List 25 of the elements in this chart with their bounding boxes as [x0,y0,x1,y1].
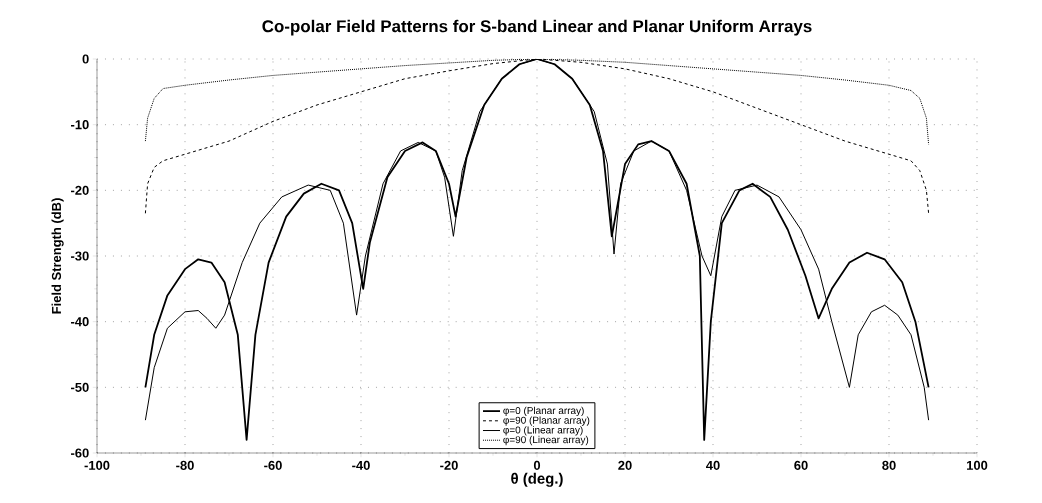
x-tick-label: 20 [618,460,632,470]
x-tick-label: -80 [176,460,194,470]
y-tick-label: -10 [71,120,89,130]
x-axis-title: θ (deg.) [511,472,563,487]
y-tick-label: -20 [71,185,89,195]
x-tick-label: -100 [84,460,110,470]
chart-title: Co-polar Field Patterns for S-band Linear and Planar Uniform Arrays [262,19,812,36]
x-tick-label: 100 [967,460,988,470]
x-tick-label: 60 [794,460,808,470]
x-tick-label: -40 [352,460,370,470]
x-tick-label: 0 [533,460,541,470]
y-tick-label: 0 [82,54,89,64]
legend-label: φ=90 (Linear array) [503,435,589,446]
legend-label: φ=0 (Linear array) [503,426,583,436]
legend-label: φ=0 (Planar array) [503,406,584,417]
y-tick-label: -50 [71,382,89,392]
x-tick-label: 80 [882,460,896,470]
y-tick-label: -30 [71,251,89,261]
y-axis-title: Field Strength (dB) [51,198,64,314]
legend-label: φ=90 (Planar array) [503,416,590,426]
x-tick-label: -60 [264,460,282,470]
y-tick-label: -60 [71,448,89,458]
y-tick-label: -40 [71,317,89,327]
x-tick-label: -20 [440,460,458,470]
x-tick-label: 40 [706,460,720,470]
